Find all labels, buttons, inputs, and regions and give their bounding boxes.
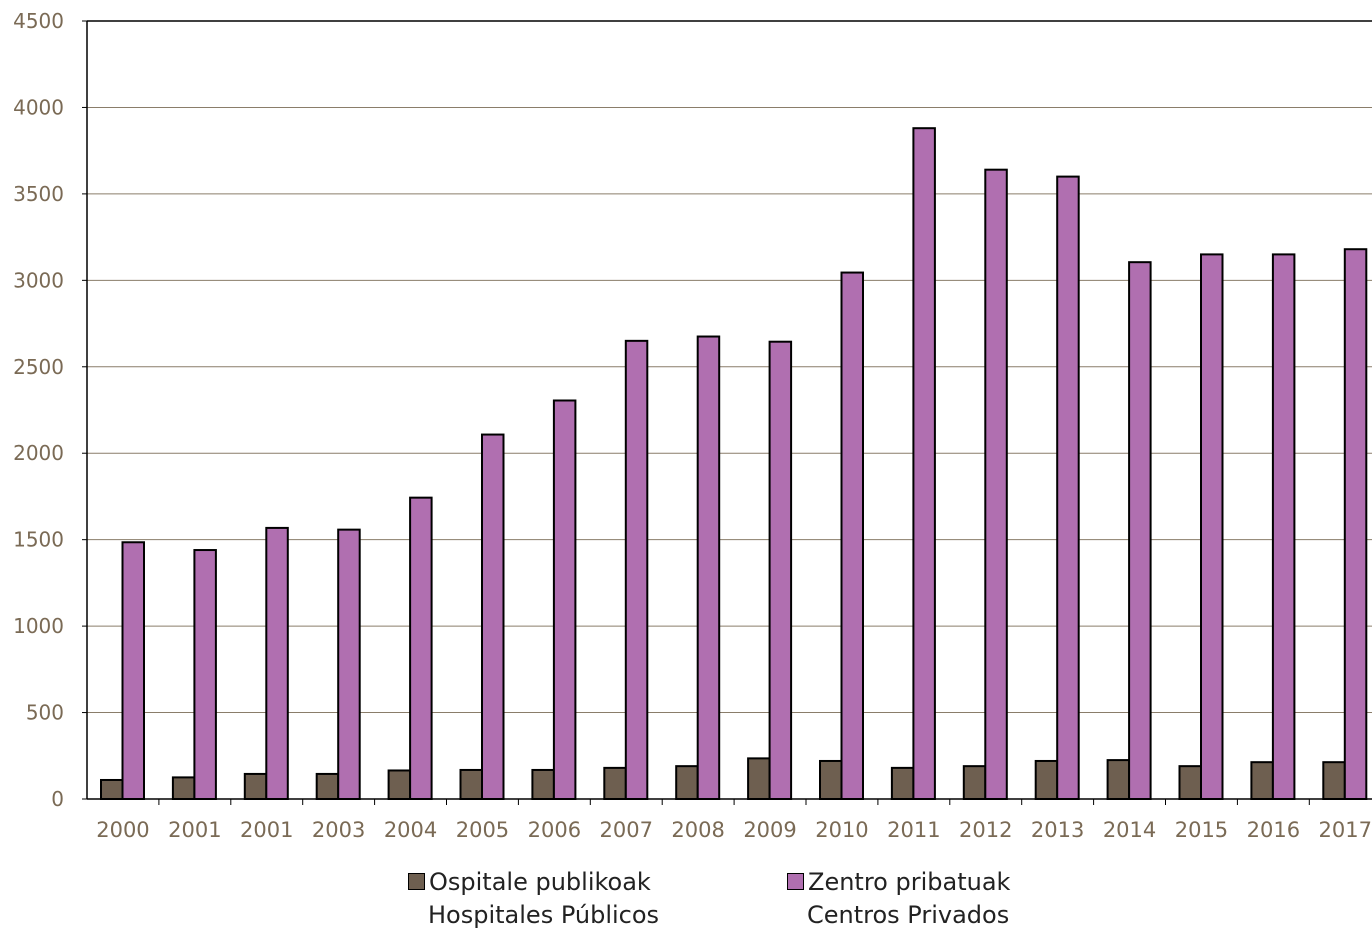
axes xyxy=(86,21,1372,800)
legend-swatch-public xyxy=(408,872,425,890)
y-tick-label: 2500 xyxy=(13,355,64,379)
bar-private xyxy=(1343,248,1368,801)
bar-private xyxy=(696,335,721,800)
bar-public xyxy=(315,772,340,800)
x-tick-label: 2010 xyxy=(815,818,868,842)
bar-private xyxy=(1056,175,1080,801)
bar-private xyxy=(1200,253,1224,800)
legend-label-public-line2: Hospitales Públicos xyxy=(428,901,660,929)
x-tick-label: 2012 xyxy=(959,818,1012,842)
x-tick-label: 2001 xyxy=(168,818,221,842)
bar-public xyxy=(459,768,483,800)
x-tick-label: 2007 xyxy=(600,818,653,842)
bar-public xyxy=(890,766,915,801)
x-tick-label: 2006 xyxy=(528,818,581,842)
x-tick-label: 2009 xyxy=(743,818,796,842)
x-tick-label: 2005 xyxy=(456,818,509,842)
bar-private xyxy=(984,168,1008,800)
x-tick-label: 2011 xyxy=(887,818,940,842)
bar-private xyxy=(768,340,793,800)
bar-public xyxy=(243,772,268,800)
y-tick-label: 0 xyxy=(51,787,64,811)
bar-private xyxy=(121,541,145,800)
bar-private xyxy=(624,339,649,800)
bar-public xyxy=(1322,761,1346,801)
y-tick-label: 4500 xyxy=(13,9,64,33)
y-tick-label: 1500 xyxy=(13,528,64,552)
y-axis-ticks: 0 500 1000 1500 2000 2500 3000 3500 4000 4500 xyxy=(13,9,87,811)
bar-public xyxy=(387,769,412,800)
legend-label-public-line1: Ospitale publikoak xyxy=(429,868,651,896)
bar-public xyxy=(675,765,699,801)
legend-label-private-line1: Zentro pribatuak xyxy=(808,868,1011,896)
bar-private xyxy=(1271,253,1296,800)
bar-private xyxy=(552,399,577,800)
bar-private xyxy=(840,271,864,800)
x-tick-label: 2016 xyxy=(1247,818,1300,842)
x-tick-label: 2017 xyxy=(1319,818,1372,842)
bar-private xyxy=(193,549,217,800)
y-tick-label: 2000 xyxy=(13,441,64,465)
bar-public xyxy=(1106,759,1131,800)
legend-item-public: Ospitale publikoak Hospitales Públicos xyxy=(408,866,659,932)
bar-public xyxy=(962,765,987,801)
y-tick-label: 500 xyxy=(26,701,64,725)
x-tick-label: 2000 xyxy=(96,818,149,842)
x-tick-label: 2001 xyxy=(240,818,293,842)
bar-private xyxy=(1128,261,1152,800)
bars xyxy=(100,127,1368,801)
y-tick-label: 4000 xyxy=(13,95,64,119)
bar-public xyxy=(747,757,771,800)
bar-public xyxy=(1178,765,1202,801)
bar-public xyxy=(100,778,124,801)
bar-chart: 0 500 1000 1500 2000 2500 3000 3500 4000 4500 200… xyxy=(13,9,1372,842)
bar-public xyxy=(603,766,627,801)
x-tick-label: 2014 xyxy=(1103,818,1156,842)
x-tick-label: 2004 xyxy=(384,818,437,842)
legend-swatch-private xyxy=(787,872,804,890)
y-tick-label: 3500 xyxy=(13,182,64,206)
x-tick-label: 2013 xyxy=(1031,818,1084,842)
bar-public xyxy=(531,768,555,800)
bar-private xyxy=(409,496,433,800)
x-axis-ticks: 2000 2001 2001 2003 2004 2005 2006 2007 2008 2009… xyxy=(96,799,1372,842)
bar-public xyxy=(1250,761,1274,801)
y-tick-label: 1000 xyxy=(13,614,64,638)
legend-item-private: Zentro pribatuak Centros Privados xyxy=(787,866,1010,932)
gridlines xyxy=(87,20,1372,714)
bar-private xyxy=(481,433,505,800)
bar-private xyxy=(337,528,361,800)
x-tick-label: 2015 xyxy=(1175,818,1228,842)
y-tick-label: 3000 xyxy=(13,268,64,292)
bar-private xyxy=(912,127,936,801)
x-tick-label: 2008 xyxy=(671,818,724,842)
legend-label-private-line2: Centros Privados xyxy=(807,901,1010,929)
bar-public xyxy=(171,776,196,801)
bar-public xyxy=(1034,759,1059,800)
bar-private xyxy=(265,526,289,800)
x-tick-label: 2003 xyxy=(312,818,365,842)
bar-public xyxy=(819,759,843,800)
